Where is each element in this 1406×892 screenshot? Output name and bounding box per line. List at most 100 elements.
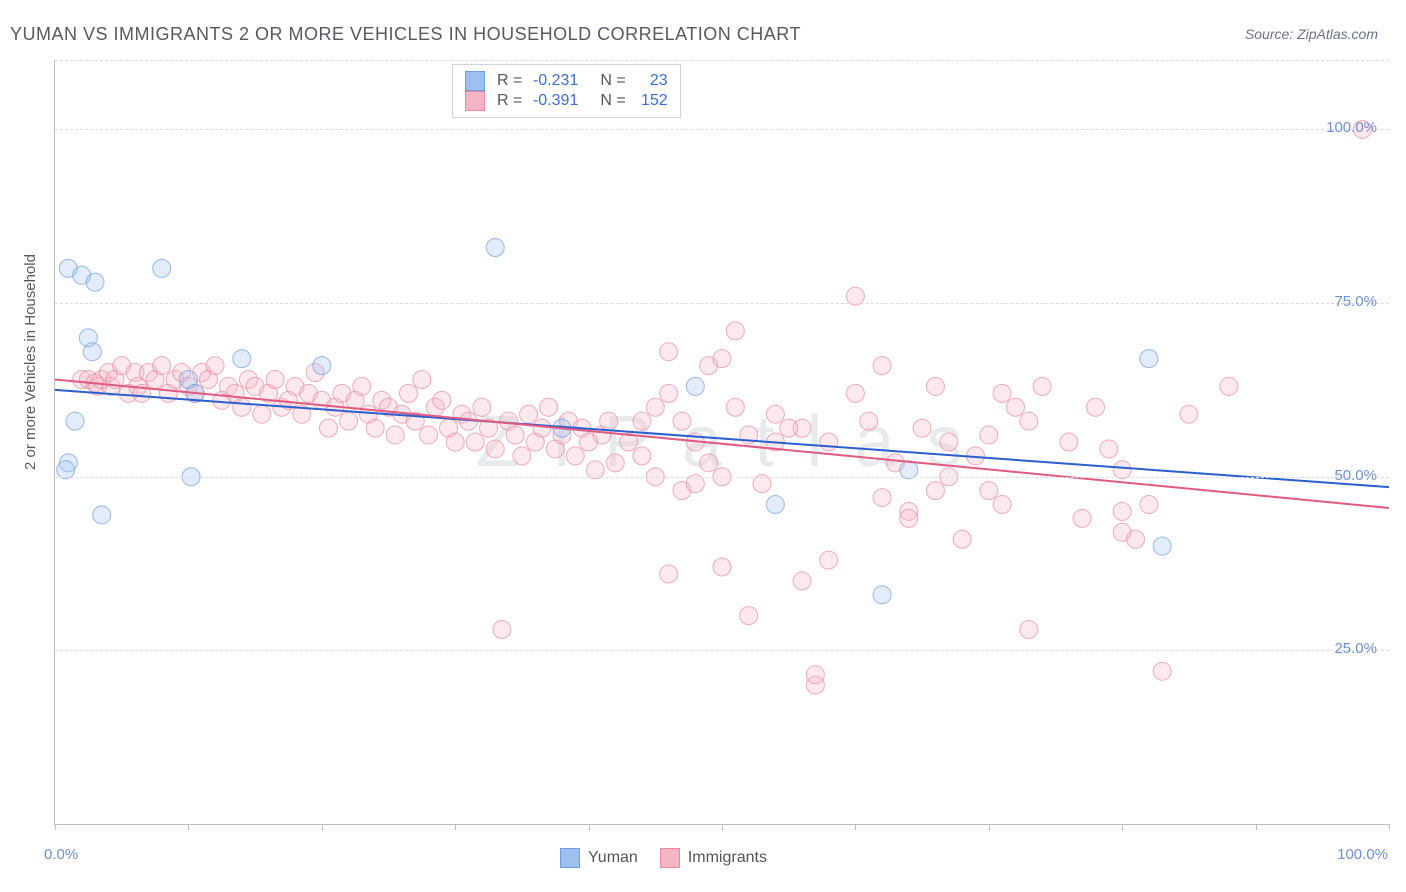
scatter-point <box>1127 530 1145 548</box>
x-tick <box>989 824 990 830</box>
x-axis-max-label: 100.0% <box>1337 846 1388 863</box>
scatter-point <box>313 357 331 375</box>
series-legend-label: Yuman <box>588 849 638 867</box>
scatter-point <box>860 412 878 430</box>
scatter-point <box>1073 509 1091 527</box>
plot-svg <box>55 60 1389 824</box>
legend-r-value: -0.231 <box>530 72 578 90</box>
y-tick-label: 50.0% <box>1334 467 1377 484</box>
scatter-point <box>486 440 504 458</box>
scatter-point <box>900 509 918 527</box>
scatter-point <box>820 551 838 569</box>
scatter-point <box>1153 662 1171 680</box>
x-tick <box>589 824 590 830</box>
scatter-point <box>473 398 491 416</box>
x-tick <box>855 824 856 830</box>
correlation-legend: R =-0.231N =23R =-0.391N =152 <box>452 64 681 118</box>
scatter-point <box>926 482 944 500</box>
scatter-point <box>513 447 531 465</box>
scatter-point <box>83 343 101 361</box>
scatter-point <box>713 558 731 576</box>
legend-n-label: N = <box>600 92 625 110</box>
series-legend-item: Yuman <box>560 848 638 868</box>
scatter-point <box>386 426 404 444</box>
y-tick-label: 100.0% <box>1326 119 1377 136</box>
y-tick-label: 25.0% <box>1334 640 1377 657</box>
scatter-point <box>660 343 678 361</box>
scatter-point <box>566 447 584 465</box>
scatter-point <box>806 666 824 684</box>
gridline <box>55 303 1389 304</box>
gridline <box>55 477 1389 478</box>
scatter-point <box>846 384 864 402</box>
legend-n-value: 152 <box>634 92 668 110</box>
scatter-point <box>506 426 524 444</box>
scatter-point <box>1100 440 1118 458</box>
scatter-point <box>366 419 384 437</box>
source-text: ZipAtlas.com <box>1297 26 1378 42</box>
legend-swatch <box>465 91 485 111</box>
scatter-point <box>153 259 171 277</box>
scatter-point <box>400 384 418 402</box>
scatter-point <box>993 496 1011 514</box>
scatter-point <box>713 350 731 368</box>
chart-title: YUMAN VS IMMIGRANTS 2 OR MORE VEHICLES I… <box>10 24 801 45</box>
scatter-point <box>413 370 431 388</box>
scatter-point <box>1140 350 1158 368</box>
scatter-point <box>420 426 438 444</box>
scatter-point <box>233 398 251 416</box>
scatter-point <box>1140 496 1158 514</box>
scatter-point <box>1087 398 1105 416</box>
x-tick <box>188 824 189 830</box>
legend-swatch <box>660 848 680 868</box>
scatter-point <box>820 433 838 451</box>
scatter-point <box>780 419 798 437</box>
series-legend-item: Immigrants <box>660 848 767 868</box>
legend-r-label: R = <box>497 72 522 90</box>
scatter-point <box>486 239 504 257</box>
legend-row: R =-0.231N =23 <box>465 71 668 91</box>
scatter-point <box>600 412 618 430</box>
x-tick <box>1256 824 1257 830</box>
scatter-point <box>433 391 451 409</box>
legend-swatch <box>465 71 485 91</box>
scatter-point <box>940 433 958 451</box>
scatter-point <box>493 621 511 639</box>
x-tick <box>322 824 323 830</box>
regression-line <box>55 379 1389 507</box>
y-tick-label: 75.0% <box>1334 293 1377 310</box>
series-legend-label: Immigrants <box>688 849 767 867</box>
scatter-point <box>540 398 558 416</box>
x-tick <box>55 824 56 830</box>
scatter-point <box>633 412 651 430</box>
scatter-point <box>646 398 664 416</box>
scatter-point <box>206 357 224 375</box>
plot-area: Z I P a t l a s 25.0%50.0%75.0%100.0% <box>54 60 1389 825</box>
scatter-point <box>660 384 678 402</box>
scatter-point <box>980 426 998 444</box>
scatter-point <box>93 506 111 524</box>
scatter-point <box>520 405 538 423</box>
scatter-point <box>253 405 271 423</box>
scatter-point <box>233 350 251 368</box>
scatter-point <box>1060 433 1078 451</box>
scatter-point <box>66 412 84 430</box>
gridline <box>55 650 1389 651</box>
y-axis-label: 2 or more Vehicles in Household <box>22 254 39 470</box>
scatter-point <box>740 607 758 625</box>
legend-n-label: N = <box>600 72 625 90</box>
scatter-point <box>873 489 891 507</box>
x-tick <box>1122 824 1123 830</box>
scatter-point <box>993 384 1011 402</box>
series-legend: Yuman Immigrants <box>560 848 767 868</box>
scatter-point <box>926 377 944 395</box>
scatter-point <box>1020 412 1038 430</box>
scatter-point <box>339 412 357 430</box>
gridline <box>55 129 1389 130</box>
legend-swatch <box>560 848 580 868</box>
scatter-point <box>533 419 551 437</box>
scatter-point <box>1020 621 1038 639</box>
legend-row: R =-0.391N =152 <box>465 91 668 111</box>
scatter-point <box>766 496 784 514</box>
scatter-point <box>913 419 931 437</box>
